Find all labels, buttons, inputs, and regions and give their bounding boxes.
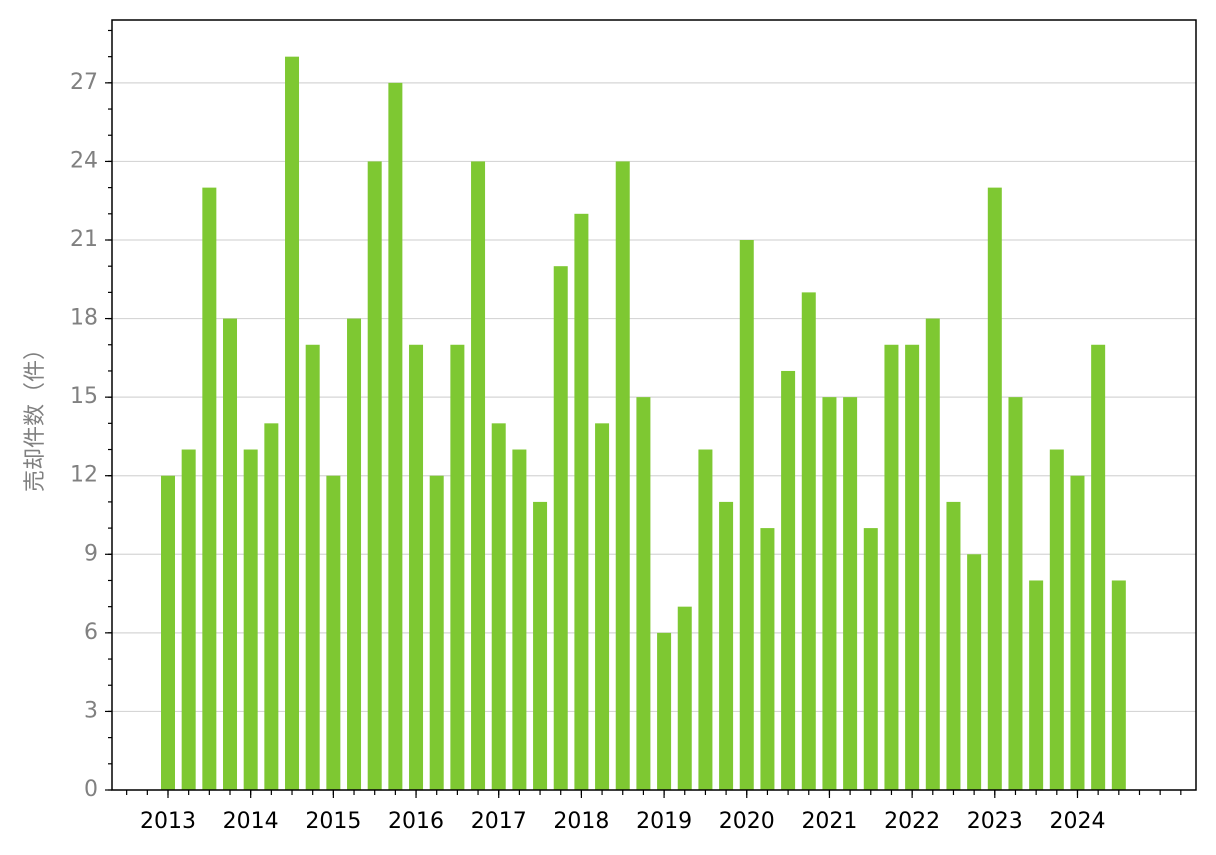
bar [719,501,734,790]
bar [450,344,465,790]
bar [553,266,568,790]
y-tick-label: 0 [84,777,98,802]
bar [429,475,444,790]
bar [615,161,630,790]
x-tick-label: 2021 [801,809,857,834]
y-axis-label: 売却件数（件） [23,338,48,492]
bar [884,344,899,790]
x-tick-label: 2018 [553,809,609,834]
bar [326,475,341,790]
bar [202,187,217,791]
bar [987,187,1002,791]
y-tick-label: 15 [70,384,98,409]
bar [1029,580,1044,790]
x-tick-label: 2023 [967,809,1023,834]
bar [1111,580,1126,790]
x-tick-label: 2019 [636,809,692,834]
bar [574,213,589,791]
bar [843,397,858,790]
bar [905,344,920,790]
bar [636,397,651,790]
plot-frame [111,19,1197,791]
bar [1070,475,1085,790]
bar [657,632,672,790]
y-tick-label: 27 [70,70,98,95]
bar [946,501,961,790]
bar [161,475,175,790]
bar [367,161,382,790]
bar [409,344,424,790]
bar [595,423,610,790]
x-tick-label: 2022 [884,809,940,834]
bar [223,318,238,790]
bar [264,423,279,790]
bar [967,554,982,790]
bar [491,423,506,790]
bar [925,318,940,790]
y-tick-label: 6 [84,620,98,645]
bar [347,318,362,790]
bar [781,370,796,790]
bar [305,344,320,790]
bar [243,449,258,790]
y-tick-label: 3 [84,698,98,723]
bar [533,501,548,790]
bar [1049,449,1064,790]
bar [1008,397,1023,790]
bar [739,240,754,790]
bar [285,56,300,790]
y-tick-label: 12 [70,463,98,488]
y-tick-label: 18 [70,306,98,331]
x-tick-label: 2020 [719,809,775,834]
bar [801,292,816,790]
bar [760,528,775,790]
x-tick-label: 2017 [471,809,527,834]
bar [863,528,878,790]
y-tick-label: 21 [70,227,98,252]
bar [698,449,713,790]
y-tick-label: 9 [84,541,98,566]
y-tick-label: 24 [70,148,98,173]
bar [471,161,486,790]
x-tick-label: 2024 [1049,809,1105,834]
x-tick-label: 2013 [140,809,196,834]
x-tick-label: 2016 [388,809,444,834]
bar [388,82,403,791]
bar [822,397,837,790]
bar [512,449,527,790]
x-tick-label: 2014 [223,809,279,834]
bar [677,606,692,790]
bar [181,449,196,790]
bar [1091,344,1106,790]
x-tick-label: 2015 [305,809,361,834]
